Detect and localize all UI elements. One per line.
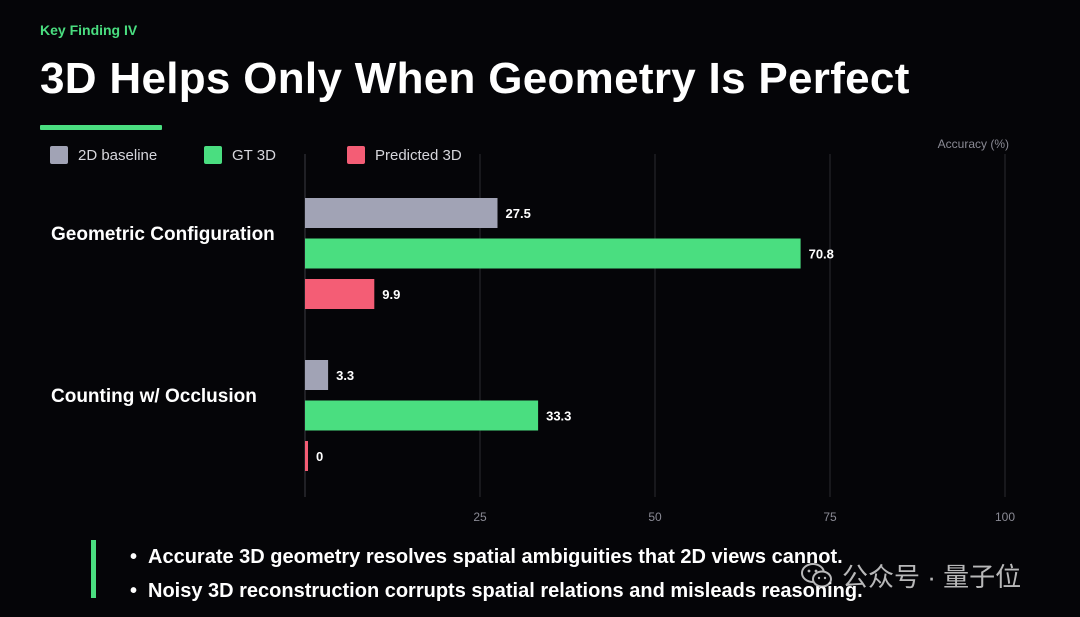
bar-gt-3d-geometric-configuration bbox=[305, 238, 801, 269]
legend-item-predicted-3d: Predicted 3D bbox=[347, 146, 462, 164]
legend-label-predicted-3d: Predicted 3D bbox=[375, 146, 462, 164]
category-label-counting-w-occlusion: Counting w/ Occlusion bbox=[51, 386, 257, 407]
data-label: 27.5 bbox=[506, 206, 531, 221]
bullet-text: Noisy 3D reconstruction corrupts spatial… bbox=[148, 580, 863, 602]
watermark: 公众号 · 量子位 bbox=[800, 557, 1021, 594]
legend-label-gt-3d: GT 3D bbox=[232, 146, 276, 164]
x-tick-label: 75 bbox=[823, 510, 837, 524]
legend-swatch-gt-3d bbox=[204, 146, 222, 164]
x-tick-label: 50 bbox=[648, 510, 662, 524]
category-label-geometric-configuration: Geometric Configuration bbox=[51, 224, 275, 245]
bar-2d-baseline-counting-w-occlusion bbox=[305, 360, 329, 390]
eyebrow-label: Key Finding IV bbox=[40, 22, 138, 38]
bar-predicted-3d-geometric-configuration bbox=[305, 279, 375, 309]
bullet-item: • Noisy 3D reconstruction corrupts spati… bbox=[130, 574, 863, 608]
x-axis-label: Accuracy (%) bbox=[938, 137, 1009, 151]
data-label: 0 bbox=[316, 449, 323, 464]
data-label: 70.8 bbox=[809, 247, 834, 262]
bullet-dot-icon: • bbox=[130, 546, 138, 568]
watermark-text: 公众号 · 量子位 bbox=[842, 562, 1022, 592]
legend-item-gt-3d: GT 3D bbox=[204, 146, 276, 164]
bar-gt-3d-counting-w-occlusion bbox=[305, 400, 539, 431]
data-label: 3.3 bbox=[336, 368, 354, 383]
data-label: 33.3 bbox=[546, 409, 571, 424]
legend-label-2d-baseline: 2D baseline bbox=[78, 146, 158, 164]
data-label: 9.9 bbox=[382, 287, 400, 302]
title-underline bbox=[40, 125, 162, 130]
bullet-dot-icon: • bbox=[130, 580, 138, 602]
page-title: 3D Helps Only When Geometry Is Perfect bbox=[40, 54, 910, 103]
legend-swatch-2d-baseline bbox=[50, 146, 68, 164]
bar-predicted-3d-counting-w-occlusion bbox=[305, 441, 308, 471]
legend-item-2d-baseline: 2D baseline bbox=[50, 146, 157, 164]
bullet-item: • Accurate 3D geometry resolves spatial … bbox=[130, 540, 863, 574]
x-tick-label: 25 bbox=[473, 510, 487, 524]
legend-swatch-predicted-3d bbox=[347, 146, 365, 164]
bar-chart: 25 50 75 100 Accuracy (%) Geometric Configura… bbox=[51, 137, 1015, 524]
wechat-icon bbox=[801, 562, 832, 587]
bullet-text: Accurate 3D geometry resolves spatial am… bbox=[148, 546, 843, 568]
bar-2d-baseline-geometric-configuration bbox=[305, 198, 498, 228]
x-tick-label: 100 bbox=[995, 510, 1015, 524]
key-takeaways: • Accurate 3D geometry resolves spatial … bbox=[91, 540, 863, 602]
